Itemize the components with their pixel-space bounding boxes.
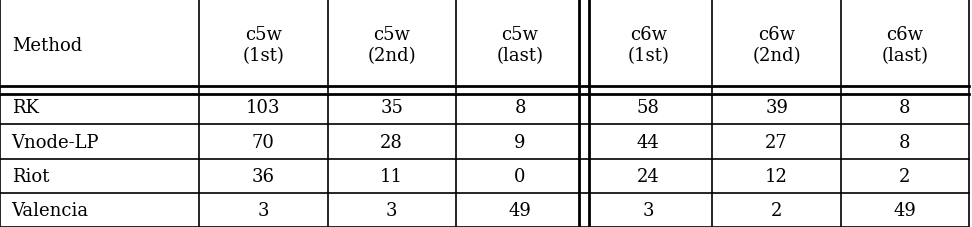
- Text: Valencia: Valencia: [12, 201, 88, 219]
- Text: 36: 36: [252, 167, 275, 185]
- Text: c6w
(last): c6w (last): [882, 26, 928, 65]
- Text: c6w
(1st): c6w (1st): [627, 26, 670, 65]
- Text: c5w
(2nd): c5w (2nd): [367, 26, 416, 65]
- Text: 103: 103: [246, 99, 281, 117]
- Text: Riot: Riot: [12, 167, 49, 185]
- Text: 3: 3: [386, 201, 398, 219]
- Text: 9: 9: [514, 133, 526, 151]
- Text: 44: 44: [637, 133, 660, 151]
- Text: 27: 27: [765, 133, 788, 151]
- Text: 8: 8: [899, 99, 911, 117]
- Text: 2: 2: [771, 201, 782, 219]
- Text: RK: RK: [12, 99, 39, 117]
- Text: 28: 28: [380, 133, 403, 151]
- Text: 3: 3: [258, 201, 269, 219]
- Text: 8: 8: [514, 99, 526, 117]
- Text: 12: 12: [765, 167, 788, 185]
- Text: 58: 58: [637, 99, 660, 117]
- Text: 11: 11: [380, 167, 403, 185]
- Text: 49: 49: [893, 201, 917, 219]
- Text: 0: 0: [514, 167, 526, 185]
- Text: 49: 49: [508, 201, 532, 219]
- Text: 39: 39: [765, 99, 788, 117]
- Text: c6w
(2nd): c6w (2nd): [752, 26, 801, 65]
- Text: 3: 3: [642, 201, 654, 219]
- Text: Vnode-LP: Vnode-LP: [12, 133, 99, 151]
- Text: Method: Method: [12, 37, 82, 54]
- Text: 70: 70: [252, 133, 275, 151]
- Text: c5w
(last): c5w (last): [497, 26, 543, 65]
- Text: c5w
(1st): c5w (1st): [242, 26, 285, 65]
- Text: 35: 35: [380, 99, 403, 117]
- Text: 8: 8: [899, 133, 911, 151]
- Text: 2: 2: [899, 167, 911, 185]
- Text: 24: 24: [637, 167, 660, 185]
